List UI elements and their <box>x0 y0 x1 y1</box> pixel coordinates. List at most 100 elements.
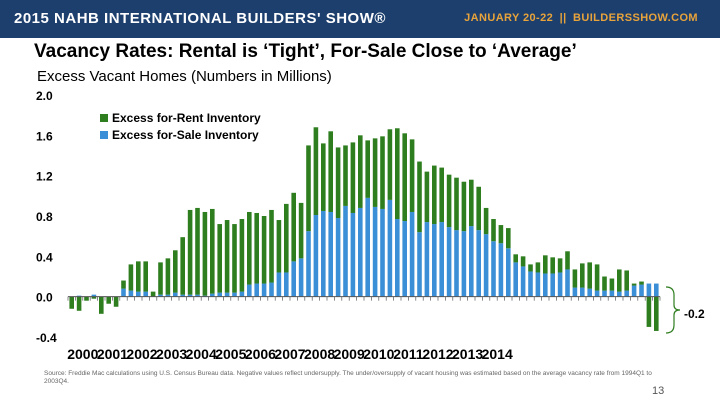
y-tick-label: 0.8 <box>36 210 53 224</box>
bar-for-sale <box>587 288 592 297</box>
bar-for-sale <box>232 292 237 297</box>
bar-for-rent <box>69 296 74 309</box>
event-title: 2015 NAHB INTERNATIONAL BUILDERS' SHOW® <box>14 10 386 27</box>
bar-for-rent <box>409 139 415 212</box>
bar-for-sale <box>217 292 222 297</box>
x-year-label: 2007 <box>274 346 305 362</box>
bar-for-rent <box>232 224 237 293</box>
bar-for-sale <box>195 294 200 297</box>
event-website: BUILDERSSHOW.COM <box>573 12 698 24</box>
y-tick-label: 2.0 <box>36 89 53 103</box>
bar-for-sale <box>210 293 215 297</box>
bar-for-sale <box>461 231 467 297</box>
bar-for-rent <box>106 296 111 304</box>
bracket-annotation <box>665 286 681 334</box>
bar-for-sale <box>358 207 363 297</box>
bar-for-rent <box>617 269 622 292</box>
bar-for-sale <box>291 261 296 297</box>
bar-for-rent <box>565 251 570 270</box>
bar-for-sale <box>432 224 437 297</box>
bar-for-sale <box>491 241 496 297</box>
event-separator: || <box>559 12 567 24</box>
bar-for-rent <box>158 262 163 295</box>
y-tick-label: 1.6 <box>36 129 53 143</box>
bar-for-rent <box>173 250 178 293</box>
y-tick-label: -0.4 <box>36 331 57 345</box>
bar-for-sale <box>594 290 600 297</box>
bar-for-sale <box>224 292 230 297</box>
legend-swatch-rent <box>100 114 108 122</box>
bar-for-sale <box>276 272 282 297</box>
bar-for-rent <box>602 276 607 291</box>
bar-for-rent <box>165 258 171 295</box>
bar-for-rent <box>402 133 407 222</box>
bar-for-rent <box>187 209 193 295</box>
x-year-label: 2004 <box>186 346 217 362</box>
chart-title: Excess Vacant Homes (Numbers in Millions… <box>37 68 332 85</box>
bar-for-rent <box>180 237 185 295</box>
bar-for-rent <box>76 296 82 311</box>
x-year-label: 2005 <box>215 346 246 362</box>
bar-for-sale <box>535 272 541 297</box>
bar-for-rent <box>261 216 267 284</box>
bar-for-rent <box>306 145 311 232</box>
bar-for-sale <box>395 219 400 297</box>
source-note: Source: Freddie Mac calculations using U… <box>44 370 652 385</box>
bar-for-sale <box>158 294 163 297</box>
bar-for-sale <box>91 294 97 297</box>
bar-for-rent <box>424 171 430 223</box>
bar-for-sale <box>136 291 141 297</box>
bar-for-rent <box>550 257 555 274</box>
bar-for-rent <box>528 264 533 272</box>
bar-for-rent <box>150 291 156 297</box>
bar-for-rent <box>217 224 222 293</box>
bar-for-sale <box>165 294 171 297</box>
bar-for-rent <box>224 220 230 293</box>
legend-swatch-sale <box>100 131 108 139</box>
x-year-label: 2014 <box>482 346 513 362</box>
bar-for-sale <box>454 230 459 297</box>
bar-for-rent <box>254 212 259 284</box>
bar-for-rent <box>113 296 119 307</box>
bar-for-rent <box>476 186 481 231</box>
x-year-label: 2009 <box>334 346 365 362</box>
bar-for-rent <box>631 283 637 286</box>
bar-for-rent <box>535 262 541 273</box>
bar-for-sale <box>365 197 370 297</box>
bar-for-rent <box>506 228 511 249</box>
bar-for-sale <box>121 288 126 297</box>
bar-for-sale <box>298 258 304 297</box>
bar-for-rent <box>202 211 208 296</box>
annotation-label: -0.2 <box>684 307 705 321</box>
x-year-label: 2012 <box>422 346 453 362</box>
slide-title: Vacancy Rates: Rental is ‘Tight’, For-Sa… <box>34 41 577 62</box>
bar-for-rent <box>417 161 422 233</box>
bar-for-sale <box>617 291 622 297</box>
bar-for-sale <box>602 290 607 297</box>
bar-for-rent <box>313 127 319 215</box>
x-year-label: 2000 <box>67 346 98 362</box>
legend-label-rent: Excess for-Rent Inventory <box>112 111 261 125</box>
legend-label-sale: Excess for-Sale Inventory <box>112 128 259 142</box>
bar-for-rent <box>84 296 89 301</box>
bar-for-sale <box>350 212 356 297</box>
bar-for-rent <box>654 296 659 331</box>
bar-for-rent <box>454 177 459 231</box>
bar-for-sale <box>335 218 341 297</box>
bar-for-rent <box>121 280 126 289</box>
bar-for-rent <box>483 207 489 235</box>
bar-for-rent <box>372 138 378 207</box>
bar-for-sale <box>417 232 422 297</box>
bar-for-rent <box>624 270 629 291</box>
event-banner: 2015 NAHB INTERNATIONAL BUILDERS' SHOW® … <box>0 0 720 38</box>
bar-for-rent <box>491 219 496 242</box>
x-year-label: 2002 <box>126 346 157 362</box>
bar-for-rent <box>469 179 474 227</box>
bar-for-rent <box>594 264 600 291</box>
bar-for-sale <box>239 291 245 297</box>
bar-for-sale <box>520 266 526 297</box>
bar-for-rent <box>269 209 274 283</box>
bar-for-sale <box>409 211 415 297</box>
bar-for-sale <box>483 234 489 297</box>
